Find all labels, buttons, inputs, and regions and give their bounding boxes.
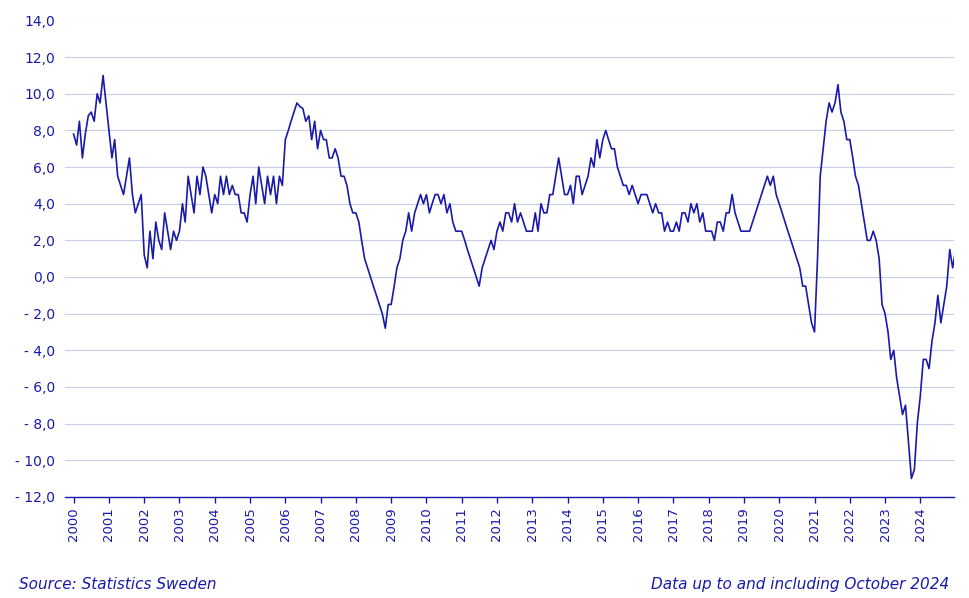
Text: Data up to and including October 2024: Data up to and including October 2024 bbox=[651, 577, 950, 592]
Text: Source: Statistics Sweden: Source: Statistics Sweden bbox=[19, 577, 217, 592]
